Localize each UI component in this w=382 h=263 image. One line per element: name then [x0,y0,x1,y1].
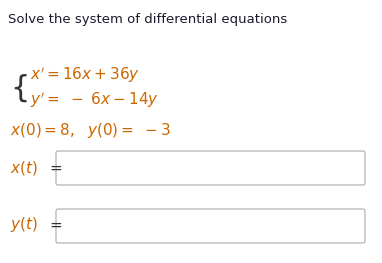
Text: $\{$: $\{$ [10,72,28,104]
Text: Solve the system of differential equations: Solve the system of differential equatio… [8,13,287,26]
FancyBboxPatch shape [56,151,365,185]
Text: $x' = 16x + 36y$: $x' = 16x + 36y$ [30,65,140,85]
Text: $=$: $=$ [47,161,63,175]
FancyBboxPatch shape [56,209,365,243]
Text: $y(t)$: $y(t)$ [10,215,38,235]
Text: $=$: $=$ [47,218,63,232]
Text: $x(t)$: $x(t)$ [10,159,38,177]
Text: $x(0) = 8,\ \ y(0) =\ -3$: $x(0) = 8,\ \ y(0) =\ -3$ [10,122,171,140]
Text: $y' =\ -\ 6x - 14y$: $y' =\ -\ 6x - 14y$ [30,90,159,110]
